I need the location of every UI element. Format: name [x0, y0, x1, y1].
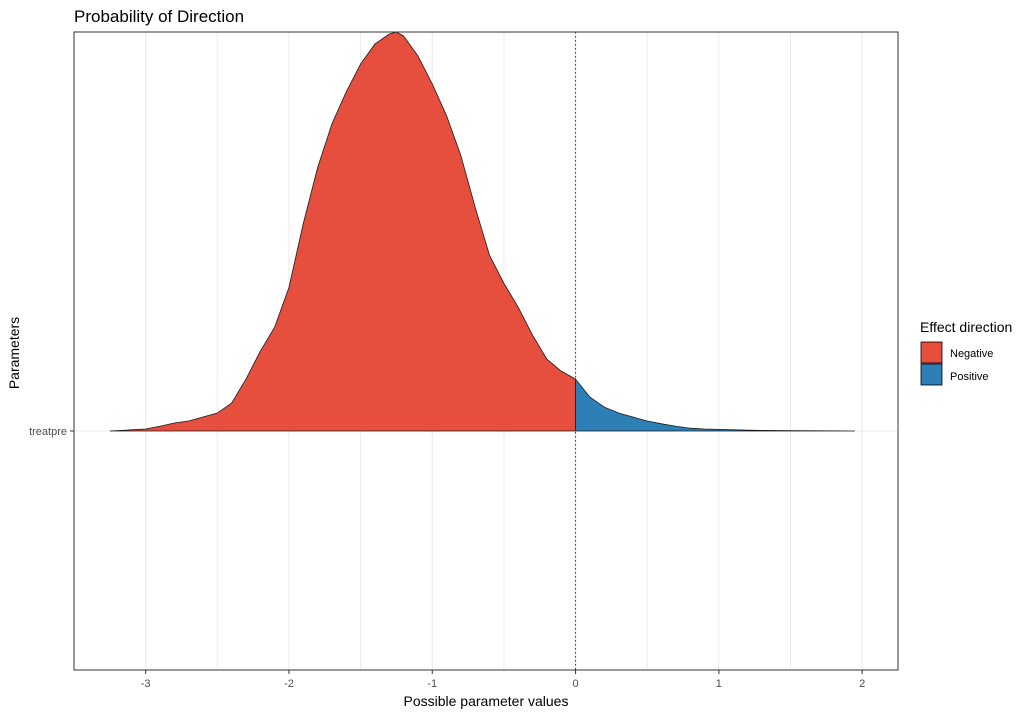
x-tick-label: 2 [859, 678, 865, 690]
y-axis: treatpre [29, 426, 74, 438]
legend-swatch-negative [920, 341, 943, 364]
x-tick-label: -2 [284, 678, 294, 690]
density-area-positive [575, 377, 856, 432]
density-areas [109, 31, 856, 432]
x-tick-label: 0 [573, 678, 579, 690]
legend-label-positive: Positive [950, 371, 989, 383]
y-axis-title: Parameters [6, 317, 22, 389]
x-tick-label: -1 [427, 678, 437, 690]
y-tick-label: treatpre [29, 426, 67, 438]
legend-title: Effect direction [920, 319, 1012, 335]
density-area-negative [109, 31, 576, 432]
legend: Effect direction Negative Positive [920, 319, 1012, 386]
x-axis: -3 -2 -1 0 1 2 [141, 670, 865, 690]
legend-label-negative: Negative [950, 348, 993, 360]
legend-swatch-positive [920, 363, 943, 386]
x-tick-label: 1 [716, 678, 722, 690]
panel-border [73, 31, 899, 671]
x-tick-label: -3 [141, 678, 151, 690]
x-axis-title: Possible parameter values [404, 693, 569, 709]
chart-title: Probability of Direction [74, 7, 244, 26]
